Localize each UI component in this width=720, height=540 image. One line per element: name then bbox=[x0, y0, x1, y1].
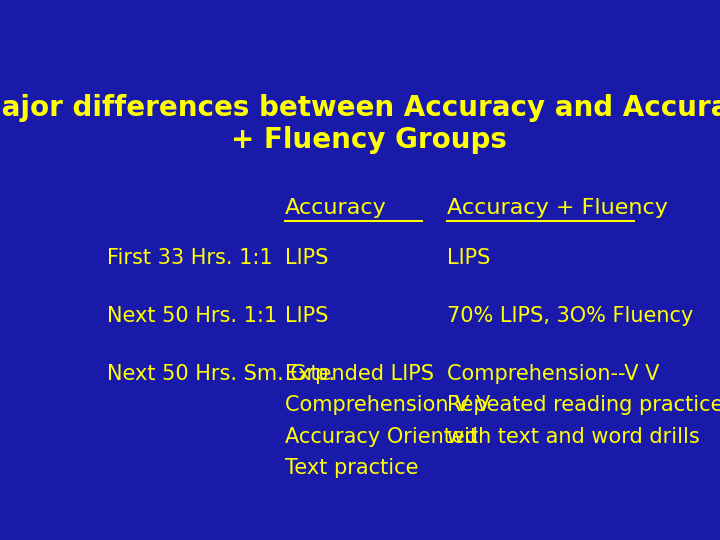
Text: with text and word drills: with text and word drills bbox=[447, 427, 700, 447]
Text: Accuracy + Fluency: Accuracy + Fluency bbox=[447, 198, 668, 218]
Text: Next 50 Hrs. 1:1: Next 50 Hrs. 1:1 bbox=[107, 306, 277, 326]
Text: Accuracy: Accuracy bbox=[285, 198, 387, 218]
Text: Comprehension--V V: Comprehension--V V bbox=[447, 364, 660, 384]
Text: Extended LIPS: Extended LIPS bbox=[285, 364, 434, 384]
Text: First 33 Hrs. 1:1: First 33 Hrs. 1:1 bbox=[107, 248, 272, 268]
Text: 70% LIPS, 3O% Fluency: 70% LIPS, 3O% Fluency bbox=[447, 306, 693, 326]
Text: LIPS: LIPS bbox=[285, 248, 328, 268]
Text: Text practice: Text practice bbox=[285, 458, 419, 478]
Text: Next 50 Hrs. Sm. Grp.: Next 50 Hrs. Sm. Grp. bbox=[107, 364, 335, 384]
Text: Repeated reading practice: Repeated reading practice bbox=[447, 395, 720, 415]
Text: Comprehension V V: Comprehension V V bbox=[285, 395, 490, 415]
Text: LIPS: LIPS bbox=[285, 306, 328, 326]
Text: LIPS: LIPS bbox=[447, 248, 490, 268]
Text: Accuracy Oriented: Accuracy Oriented bbox=[285, 427, 478, 447]
Text: Major differences between Accuracy and Accuracy
+ Fluency Groups: Major differences between Accuracy and A… bbox=[0, 94, 720, 154]
